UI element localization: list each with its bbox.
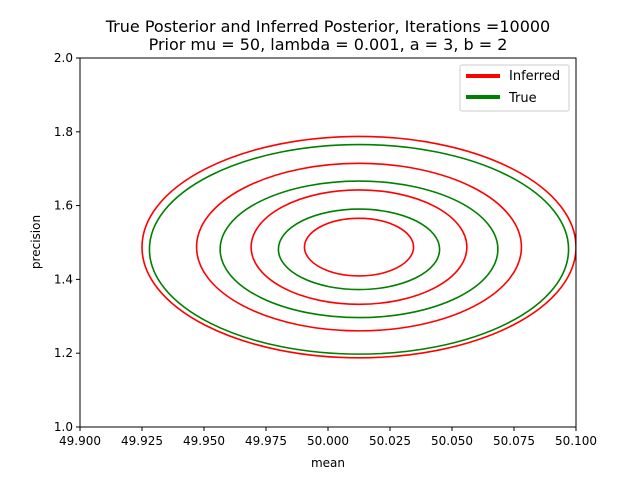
chart-subtitle: Prior mu = 50, lambda = 0.001, a = 3, b … [149,35,508,54]
y-axis-ticks: 1.0 1.2 1.4 1.6 1.8 2.0 [54,51,80,434]
contour-true-0 [277,208,441,291]
x-tick-label: 49.925 [121,434,163,448]
contour-true-2 [148,143,570,355]
y-tick-label: 1.4 [54,272,73,286]
x-tick-label: 50.025 [369,434,411,448]
contour-inferred-2 [195,162,523,332]
chart-title: True Posterior and Inferred Posterior, I… [105,17,550,36]
contour-true-1 [219,180,499,319]
contour-layer [141,135,576,359]
y-tick-label: 1.2 [54,346,73,360]
x-tick-label: 50.075 [493,434,535,448]
x-tick-label: 50.000 [307,434,349,448]
y-axis-label: precision [29,215,43,269]
legend-label-true: True [508,91,537,106]
y-tick-label: 1.0 [54,420,73,434]
contour-inferred-1 [250,189,468,306]
x-tick-label: 50.050 [431,434,473,448]
legend-label-inferred: Inferred [509,69,560,84]
x-axis-ticks: 49.900 49.925 49.950 49.975 50.000 50.025 50.0… [59,427,597,448]
x-tick-label: 49.900 [59,434,101,448]
x-tick-label: 49.975 [245,434,287,448]
legend: Inferred True [459,64,570,112]
y-tick-label: 1.6 [54,199,73,213]
y-tick-label: 2.0 [54,51,73,65]
y-tick-label: 1.8 [54,125,73,139]
contour-inferred-0 [303,217,415,277]
x-tick-label: 50.100 [555,434,597,448]
contour-inferred-3 [141,135,576,359]
x-tick-label: 49.950 [183,434,225,448]
x-axis-label: mean [311,456,345,470]
